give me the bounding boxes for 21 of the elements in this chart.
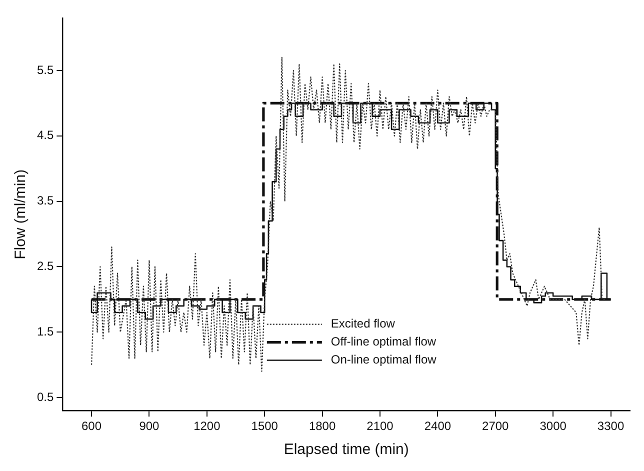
x-tick-label: 2700 [482,419,510,434]
legend-label: Off-line optimal flow [330,334,436,349]
x-tick-label: 2100 [366,419,394,434]
x-tick-label: 1800 [308,419,336,434]
x-axis-title: Elapsed time (min) [284,441,409,458]
x-tick-label: 3300 [597,419,624,434]
y-axis-title: Flow (ml/min) [12,169,30,260]
x-tick-label: 1200 [194,419,221,434]
y-tick-label: 2.5 [36,259,54,274]
x-tick-label: 600 [82,419,102,434]
y-tick-label: 1.5 [36,324,54,338]
y-tick-label: 0.5 [36,390,54,404]
x-tick-label: 2400 [424,419,452,434]
x-tick-label: 1500 [251,419,278,434]
y-tick-label: 4.5 [36,128,54,142]
legend-label: Excited flow [330,316,396,331]
x-tick-label: 3000 [540,419,567,434]
y-tick-label: 3.5 [36,194,54,208]
legend-label: On-line optimal flow [330,352,437,367]
y-tick-label: 5.5 [36,62,54,77]
x-tick-label: 900 [139,419,160,434]
